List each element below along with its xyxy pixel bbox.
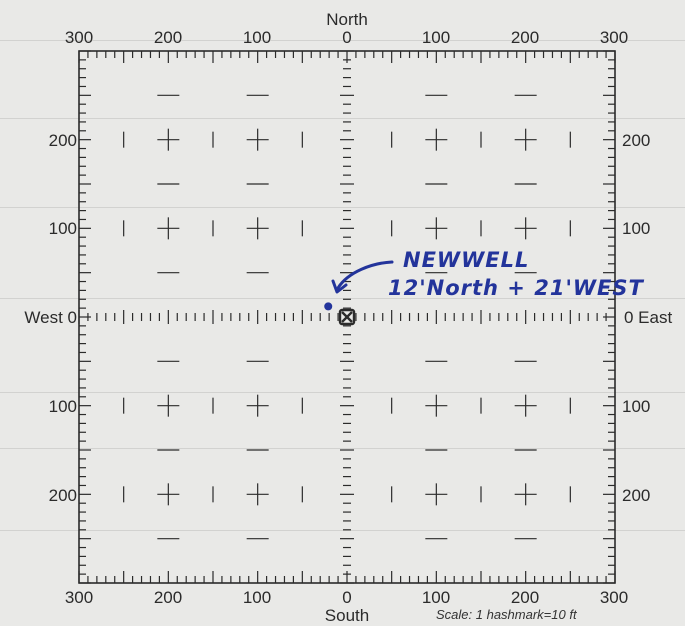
top-tick-label: 200 — [510, 28, 540, 47]
bottom-tick-label: 200 — [153, 588, 183, 607]
bottom-tick-label: 300 — [599, 588, 629, 607]
background-line — [0, 118, 685, 119]
annotation-arrowhead — [331, 279, 348, 294]
bottom-tick-label: 0 — [342, 588, 352, 607]
bottom-tick-label: 100 — [242, 588, 272, 607]
origin-x-mark — [341, 311, 353, 323]
top-tick-label: 0 — [342, 28, 352, 47]
right-tick-label: 100 — [622, 397, 651, 416]
new-well-dot — [324, 302, 333, 311]
top-tick-label: 200 — [153, 28, 183, 47]
annotation-arrow — [336, 260, 394, 290]
left-tick-label: 100 — [48, 219, 77, 238]
background-line — [0, 298, 685, 299]
bottom-tick-label: 100 — [421, 588, 451, 607]
top-tick-label: 300 — [64, 28, 94, 47]
new-well-annotation-line2: 12'North + 21'WEST — [388, 276, 644, 300]
bottom-tick-label: 200 — [510, 588, 540, 607]
east-origin-label: 0 East — [624, 308, 673, 327]
new-well-annotation-line1: NEWWELL — [403, 248, 530, 272]
background-line — [0, 448, 685, 449]
west-origin-label: West 0 — [24, 308, 77, 327]
north-label: North — [326, 10, 368, 29]
right-tick-label: 200 — [622, 131, 651, 150]
background-line — [0, 40, 685, 41]
top-tick-label: 100 — [421, 28, 451, 47]
background-line — [0, 207, 685, 208]
right-tick-label: 200 — [622, 486, 651, 505]
left-tick-label: 200 — [48, 131, 77, 150]
top-tick-label: 300 — [599, 28, 629, 47]
left-tick-label: 100 — [48, 397, 77, 416]
background-line — [0, 392, 685, 393]
background-line — [0, 530, 685, 531]
left-tick-label: 200 — [48, 486, 77, 505]
scale-note: Scale: 1 hashmark=10 ft — [436, 607, 577, 622]
bottom-tick-label: 300 — [64, 588, 94, 607]
top-tick-label: 100 — [242, 28, 272, 47]
south-label: South — [324, 606, 370, 625]
right-tick-label: 100 — [622, 219, 651, 238]
